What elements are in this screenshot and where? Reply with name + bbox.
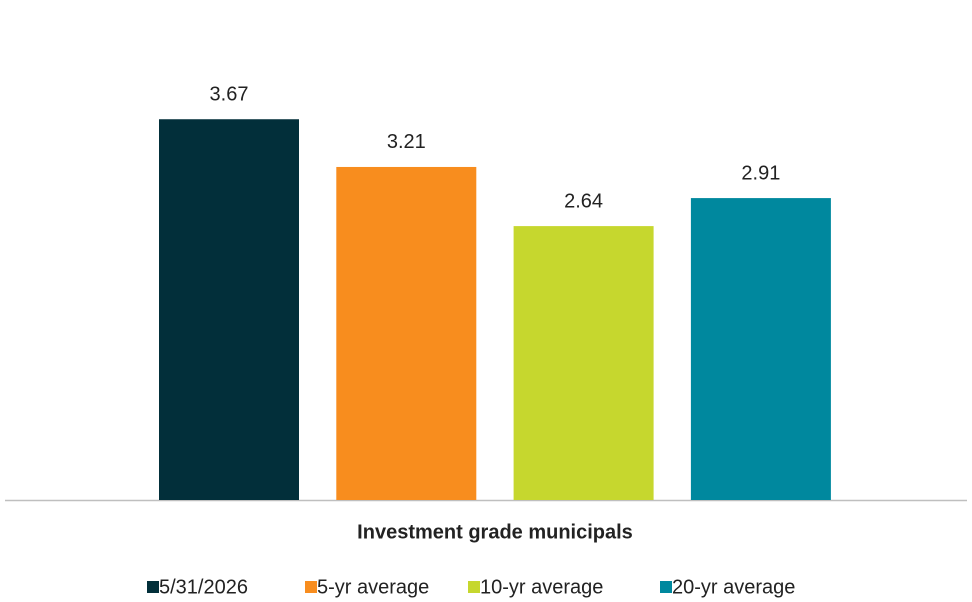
legend-swatch	[305, 581, 317, 593]
data-label: 2.64	[564, 190, 603, 212]
legend-label: 5/31/2026	[159, 576, 248, 598]
category-label: Investment grade municipals	[357, 521, 633, 543]
bar	[336, 166, 477, 500]
legend-swatch	[468, 581, 480, 593]
legend-swatch	[147, 581, 159, 593]
bar	[159, 119, 299, 501]
legend-swatch	[660, 581, 672, 593]
legend-label: 20-yr average	[672, 576, 795, 598]
bar	[690, 198, 831, 500]
legend-label: 5-yr average	[317, 576, 429, 598]
data-label: 3.21	[387, 131, 426, 153]
data-label: 3.67	[210, 84, 249, 106]
legend-label: 10-yr average	[480, 576, 603, 598]
data-label: 2.91	[741, 162, 780, 184]
bar	[513, 226, 654, 500]
